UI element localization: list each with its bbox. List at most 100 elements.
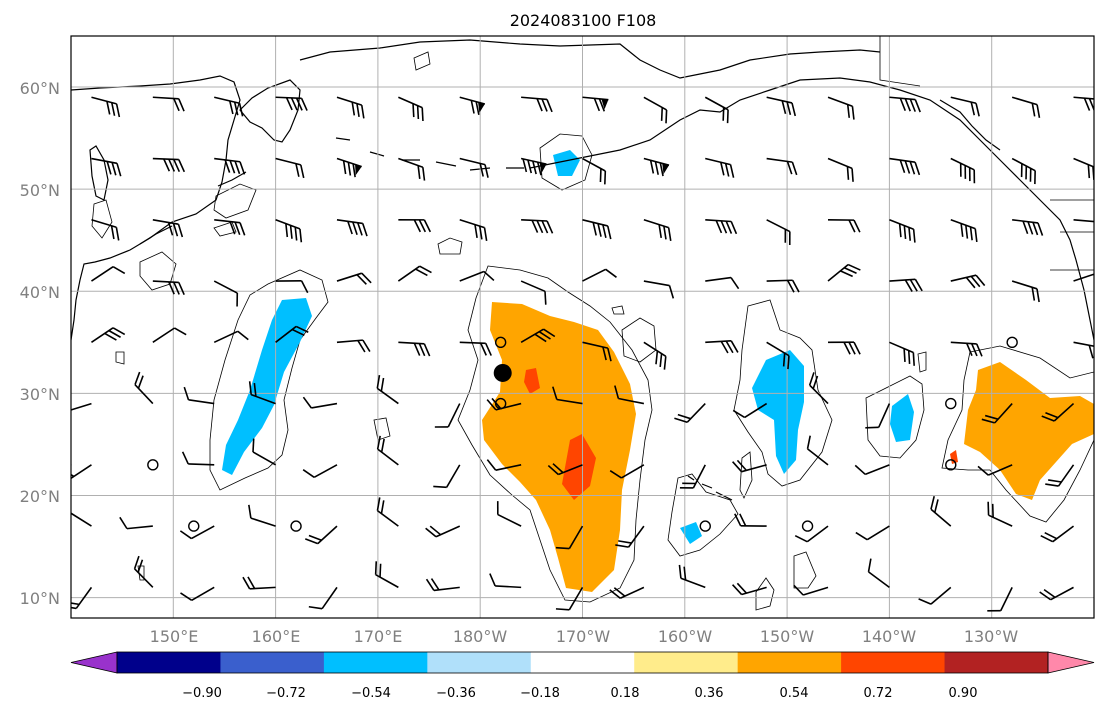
- contour-pos-b: [437, 237, 463, 255]
- gridlines: [71, 36, 1094, 618]
- wind-barb: [766, 157, 798, 176]
- wind-barb: [275, 157, 305, 179]
- wind-barb: [582, 268, 617, 282]
- wind-barb: [336, 272, 372, 285]
- calm-circle: [699, 520, 711, 532]
- contour-east-mid: [890, 394, 914, 442]
- lon-label: 180°W: [453, 627, 508, 646]
- wind-barb: [459, 157, 489, 178]
- wind-barb: [582, 96, 609, 112]
- wind-barb: [1073, 157, 1094, 180]
- contour-east-orange: [964, 362, 1094, 500]
- contour-central-orange: [482, 302, 636, 592]
- contour-east-yellow: [941, 345, 1094, 523]
- wind-barb: [930, 496, 952, 527]
- wind-barb: [828, 218, 861, 233]
- wind-barb: [643, 157, 670, 177]
- wind-barb: [582, 219, 612, 240]
- wind-barb: [705, 218, 738, 235]
- wind-barb: [950, 157, 976, 184]
- colorbar-swatch: [323, 652, 428, 673]
- lat-label: 50°N: [20, 181, 60, 200]
- wind-barb: [808, 372, 829, 405]
- wind-barb: [152, 280, 185, 296]
- chart-title: 2024083100 F108: [510, 11, 657, 30]
- wind-barb: [520, 328, 556, 344]
- wind-barb: [705, 340, 739, 354]
- contour-blob-d: [373, 417, 391, 441]
- wind-barb: [398, 341, 431, 357]
- wind-barb: [732, 459, 767, 473]
- wind-barb: [496, 501, 522, 527]
- wind-barb: [520, 157, 547, 176]
- colorbar-tick-label: −0.18: [520, 686, 560, 701]
- coast-hawaii: [687, 475, 733, 501]
- coast-kamchatka: [239, 79, 301, 143]
- coast-aleutians: [335, 137, 524, 171]
- calm-circle: [1006, 336, 1018, 349]
- colorbar-tick-label: 0.36: [695, 686, 724, 701]
- wind-barb: [521, 96, 553, 113]
- wind-barb: [376, 497, 399, 527]
- wind-barb: [425, 578, 460, 592]
- colorbar-swatch: [220, 652, 325, 673]
- colorbar-outline: [116, 651, 1049, 674]
- wind-barb: [302, 396, 338, 409]
- wind-barbs: [71, 96, 1094, 612]
- contour-central-red2: [524, 368, 540, 394]
- wind-barb: [1011, 157, 1036, 185]
- wind-barb: [855, 525, 890, 541]
- wind-barb: [486, 459, 522, 471]
- wind-barb: [552, 386, 583, 405]
- coast-alaska-north: [299, 39, 881, 79]
- lat-label: 10°N: [20, 589, 60, 608]
- calm-circle: [147, 459, 159, 471]
- wind-barb: [889, 96, 921, 113]
- wind-barb: [133, 555, 154, 588]
- wind-barb: [950, 96, 980, 117]
- wind-barb: [181, 451, 215, 466]
- colorbar-swatch: [117, 652, 221, 673]
- wind-barb: [679, 464, 706, 489]
- colorbar-swatch: [530, 652, 635, 673]
- wind-barb: [459, 270, 495, 282]
- wind-barb: [336, 339, 371, 353]
- colorbar-swatch: [737, 652, 842, 673]
- wind-barb: [950, 341, 983, 357]
- wind-barb: [398, 157, 426, 181]
- lon-label: 170°W: [556, 627, 611, 646]
- wind-barb: [336, 157, 362, 178]
- contour-hawaii-light: [667, 473, 739, 557]
- lon-label: 150°E: [150, 627, 199, 646]
- wind-barb: [459, 341, 492, 356]
- wind-barb: [91, 219, 120, 241]
- wind-barb: [889, 157, 921, 176]
- wind-barb: [1073, 96, 1094, 112]
- wind-barb: [981, 403, 1013, 424]
- wind-barb: [248, 381, 276, 405]
- wind-barb: [828, 341, 861, 355]
- lat-label: 20°N: [20, 487, 60, 506]
- coast-asia: [71, 75, 241, 341]
- wind-barb: [867, 558, 890, 589]
- wind-barb: [214, 96, 244, 117]
- coast-bc: [939, 99, 1001, 151]
- wind-barb: [398, 96, 424, 122]
- wind-barb: [1073, 218, 1094, 235]
- wind-barb: [71, 498, 92, 527]
- lon-label: 150°W: [760, 627, 815, 646]
- wind-barb: [732, 402, 768, 419]
- contour-west-light: [209, 269, 329, 491]
- wind-barb: [242, 576, 276, 590]
- wind-barb: [336, 96, 365, 119]
- wind-barb: [214, 218, 246, 236]
- colorbar-swatch: [841, 652, 946, 673]
- wind-barb: [152, 219, 184, 238]
- wind-barb: [275, 325, 309, 343]
- wind-barb: [71, 586, 93, 610]
- border-us-states: [1050, 231, 1094, 271]
- map-frame: [70, 35, 1095, 619]
- calm-circle: [71, 462, 72, 468]
- wind-barb: [734, 513, 767, 527]
- wind-barb: [1073, 341, 1094, 360]
